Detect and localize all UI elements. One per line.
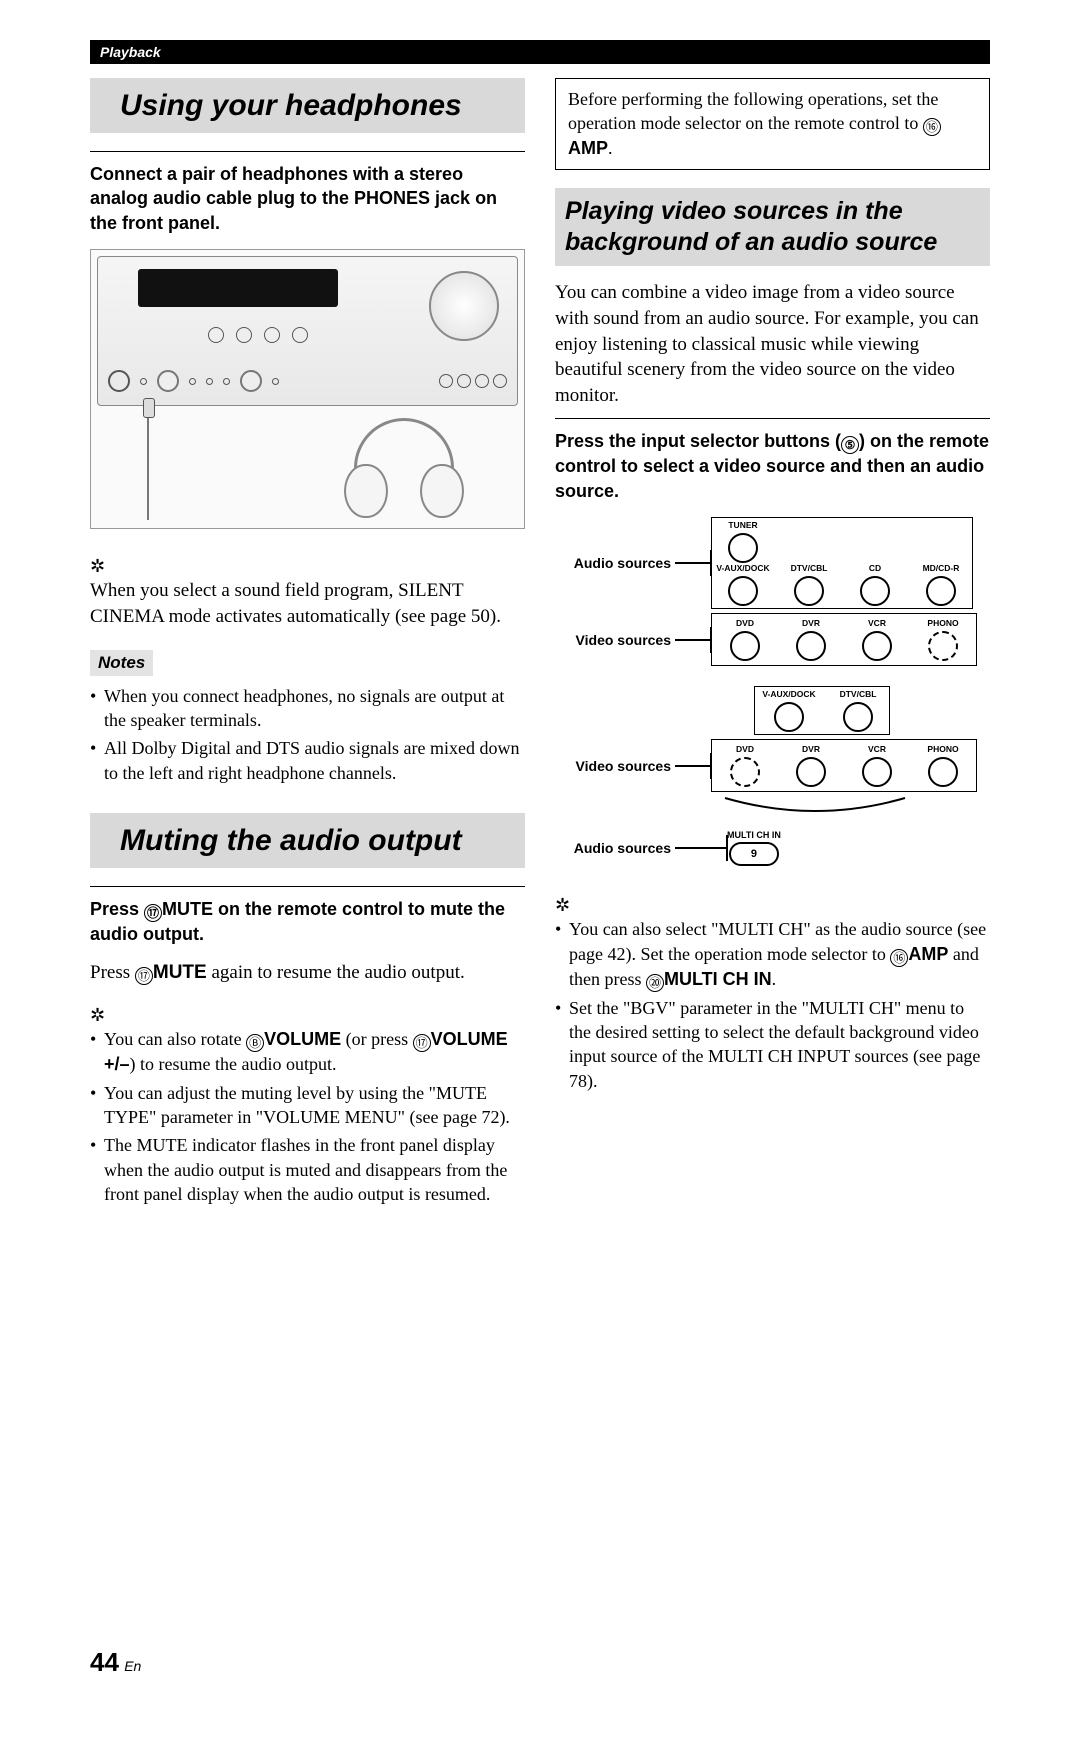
circled-16-icon: ⑯ bbox=[923, 118, 941, 136]
circled-17-icon: ⑰ bbox=[413, 1034, 431, 1052]
circled-17-icon: ⑰ bbox=[144, 904, 162, 922]
circled-17-icon: ⑰ bbox=[135, 967, 153, 985]
mute-resume-text: Press ⑰MUTE again to resume the audio ou… bbox=[90, 960, 525, 986]
receiver-headphone-diagram bbox=[90, 249, 525, 529]
tip-icon: ✲ bbox=[555, 894, 570, 917]
video-sources-label: Video sources bbox=[555, 631, 675, 649]
input-selector-instruction: Press the input selector buttons (⑤) on … bbox=[555, 429, 990, 503]
circled-16-icon: ⑯ bbox=[890, 949, 908, 967]
video-audio-tips: You can also select "MULTI CH" as the au… bbox=[555, 917, 990, 1092]
divider bbox=[555, 418, 990, 419]
tip-item: You can also rotate ⒷVOLUME (or press ⑰V… bbox=[90, 1027, 525, 1076]
tip-icon: ✲ bbox=[90, 1004, 105, 1027]
divider bbox=[90, 886, 525, 887]
section-breadcrumb: Playback bbox=[90, 40, 990, 64]
notes-label: Notes bbox=[90, 650, 153, 676]
headphone-instruction: Connect a pair of headphones with a ster… bbox=[90, 162, 525, 235]
remote-diagram-2: V-AUX/DOCK DTV/CBL Video sources DVD DVR… bbox=[555, 686, 990, 866]
tip-item: The MUTE indicator flashes in the front … bbox=[90, 1133, 525, 1206]
silent-cinema-tip: When you select a sound field program, S… bbox=[90, 578, 525, 629]
divider bbox=[90, 151, 525, 152]
left-column: Using your headphones Connect a pair of … bbox=[90, 78, 525, 1680]
tip-item: You can adjust the muting level by using… bbox=[90, 1081, 525, 1130]
remote-diagram-1: Audio sources TUNER V-AUX/DOCK DTV/CBL C… bbox=[555, 517, 990, 666]
mute-tips: You can also rotate ⒷVOLUME (or press ⑰V… bbox=[90, 1027, 525, 1206]
note-item: When you connect headphones, no signals … bbox=[90, 684, 525, 733]
mute-instruction: Press ⑰MUTE on the remote control to mut… bbox=[90, 897, 525, 946]
video-audio-intro: You can combine a video image from a vid… bbox=[555, 280, 990, 408]
tip-item: You can also select "MULTI CH" as the au… bbox=[555, 917, 990, 991]
video-sources-label: Video sources bbox=[555, 757, 675, 775]
tip-icon: ✲ bbox=[90, 555, 105, 578]
circled-5-icon: ⑤ bbox=[841, 436, 859, 454]
section-title-headphones: Using your headphones bbox=[90, 78, 525, 133]
notes-list: When you connect headphones, no signals … bbox=[90, 684, 525, 785]
page-number: 44 En bbox=[90, 1646, 525, 1680]
right-column: Before performing the following operatio… bbox=[555, 78, 990, 1680]
circled-b-icon: Ⓑ bbox=[246, 1034, 264, 1052]
section-title-video-audio: Playing video sources in the background … bbox=[555, 188, 990, 267]
multi-ch-in-button: MULTI CH IN 9 bbox=[727, 830, 781, 866]
audio-sources-label: Audio sources bbox=[555, 554, 675, 572]
section-title-muting: Muting the audio output bbox=[90, 813, 525, 868]
audio-sources-label: Audio sources bbox=[555, 839, 675, 857]
circled-20-icon: ⑳ bbox=[646, 974, 664, 992]
operation-mode-infobox: Before performing the following operatio… bbox=[555, 78, 990, 170]
note-item: All Dolby Digital and DTS audio signals … bbox=[90, 736, 525, 785]
tip-item: Set the "BGV" parameter in the "MULTI CH… bbox=[555, 996, 990, 1093]
